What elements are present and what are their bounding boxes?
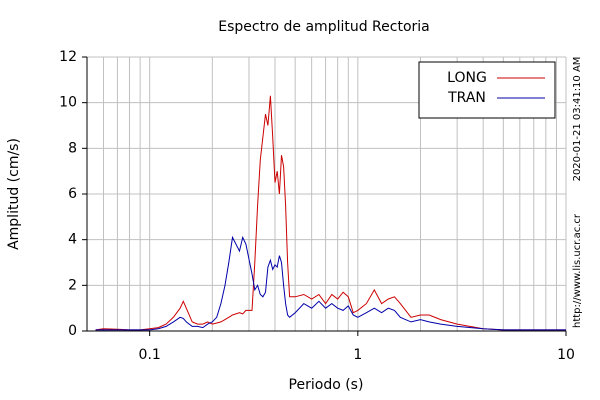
y-tick-label: 6 [68, 186, 77, 202]
source-url: http://www.lis.ucr.ac.cr [572, 213, 583, 328]
x-axis-label: Periodo (s) [289, 377, 364, 393]
legend-box [418, 61, 556, 119]
y-tick-label: 8 [68, 140, 77, 156]
y-tick-label: 2 [68, 277, 77, 293]
series-line [95, 235, 566, 331]
legend-label: TRAN [447, 90, 486, 106]
legend-label: LONG [447, 70, 487, 86]
y-axis-label: Amplitud (cm/s) [6, 138, 22, 250]
timestamp: 2020-01-21 03:41:10 AM [572, 57, 583, 182]
y-tick-label: 0 [68, 323, 77, 339]
y-tick-label: 4 [68, 232, 77, 248]
series-line [95, 95, 566, 331]
chart-title: Espectro de amplitud Rectoria [218, 19, 430, 35]
y-tick-label: 10 [59, 95, 77, 111]
x-tick-label: 10 [557, 347, 575, 363]
x-tick-label: 1 [353, 347, 362, 363]
x-tick-label: 0.1 [139, 347, 161, 363]
y-tick-label: 12 [59, 49, 77, 65]
